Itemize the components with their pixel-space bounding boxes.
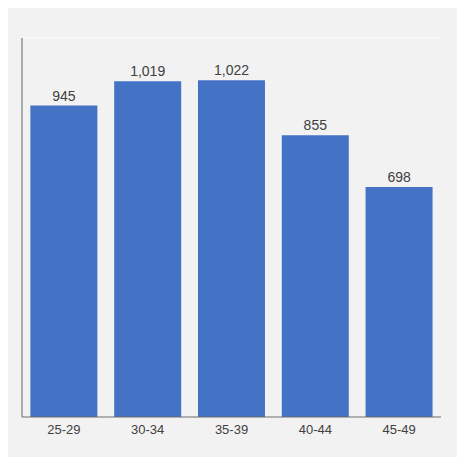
svg-text:40-44: 40-44 — [299, 422, 332, 437]
svg-text:1,019: 1,019 — [130, 63, 165, 79]
svg-text:855: 855 — [304, 117, 328, 133]
svg-text:698: 698 — [387, 169, 411, 185]
svg-text:25-29: 25-29 — [47, 422, 80, 437]
svg-text:30-34: 30-34 — [131, 422, 164, 437]
svg-text:1,022: 1,022 — [214, 62, 249, 78]
svg-text:35-39: 35-39 — [215, 422, 248, 437]
svg-text:945: 945 — [52, 88, 76, 104]
svg-text:45-49: 45-49 — [382, 422, 415, 437]
